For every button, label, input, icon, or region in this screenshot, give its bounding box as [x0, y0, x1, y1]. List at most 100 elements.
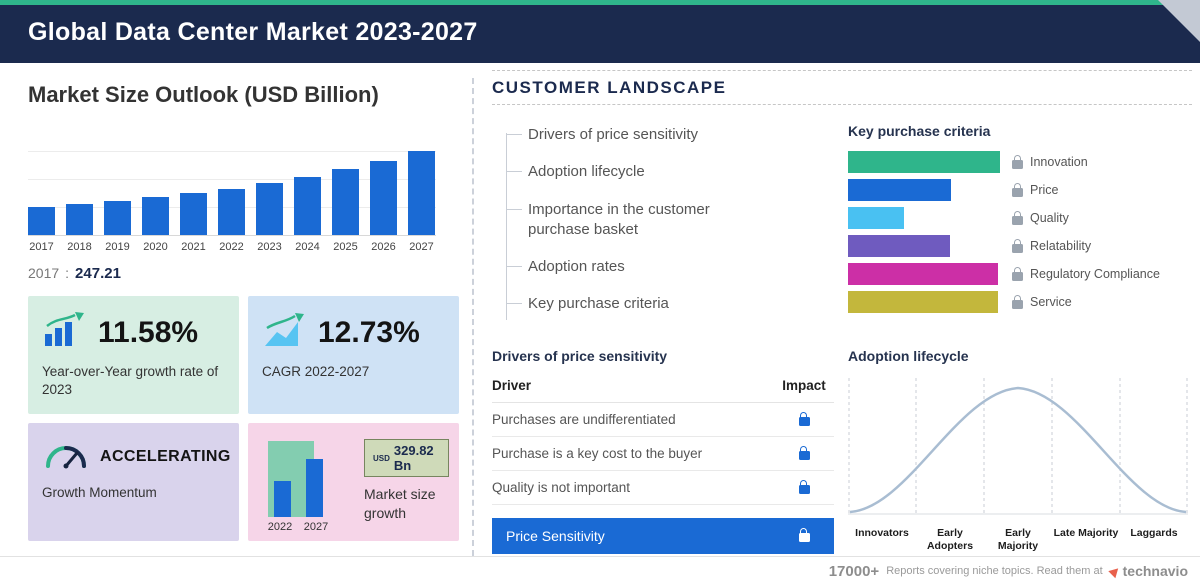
- cagr-label: CAGR 2022-2027: [262, 364, 370, 379]
- x-axis-year-label: 2022: [219, 241, 244, 253]
- footer-text: Reports covering niche topics. Read them…: [886, 565, 1103, 577]
- adoption-lifecycle-chart: [848, 374, 1188, 522]
- landscape-list-item: Adoption rates: [506, 257, 770, 277]
- market-size-bar: [294, 177, 321, 235]
- price-sensitivity-title: Drivers of price sensitivity: [492, 347, 668, 364]
- stat-cards: 11.58% Year-over-Year growth rate of 202…: [28, 296, 459, 541]
- customer-landscape-title: CUSTOMER LANDSCAPE: [492, 78, 727, 97]
- base-year-separator: :: [65, 265, 70, 281]
- market-bar-column: [294, 177, 321, 235]
- yoy-growth-value: 11.58%: [98, 315, 199, 349]
- price-sensitivity-highlight-label: Price Sensitivity: [506, 527, 605, 544]
- driver-label: Quality is not important: [492, 479, 631, 495]
- criteria-bar: [848, 179, 952, 201]
- growth-label: Market size growth: [364, 486, 436, 521]
- lock-icon: [1012, 154, 1023, 169]
- x-axis-year-label: 2020: [143, 241, 168, 253]
- end-year-label: 2027: [303, 521, 329, 533]
- x-axis-year-label: 2027: [409, 241, 434, 253]
- criteria-legend: Innovation Price Quality Relatability Regula…: [1012, 149, 1192, 319]
- yoy-growth-label: Year-over-Year growth rate of 2023: [42, 364, 219, 397]
- market-size-bar: [218, 189, 245, 235]
- x-axis-year-label: 2024: [295, 241, 320, 253]
- market-bar-column: [332, 169, 359, 235]
- lifecycle-stage-label: Early Majority: [997, 526, 1039, 552]
- market-bar-column: [66, 204, 93, 235]
- market-size-section: Market Size Outlook (USD Billion) 2017 20…: [28, 82, 459, 541]
- adoption-lifecycle-block: Adoption lifecycle Innovators Early Adopt…: [848, 348, 1192, 554]
- market-bar-column: [218, 189, 245, 235]
- end-year-bar: [306, 459, 323, 517]
- lock-icon: [1012, 294, 1023, 309]
- lock-icon: [1012, 266, 1023, 281]
- market-size-bar: [408, 151, 435, 235]
- legend-label: Regulatory Compliance: [1030, 267, 1160, 281]
- currency-label: USD: [373, 453, 390, 463]
- key-purchase-criteria-title: Key purchase criteria: [848, 123, 991, 139]
- customer-landscape-header: CUSTOMER LANDSCAPE: [492, 70, 1192, 105]
- market-size-bar: [104, 201, 131, 235]
- growth-amount: 329.82 Bn: [393, 443, 434, 473]
- market-size-bar: [28, 207, 55, 235]
- accent-top-strip: [0, 0, 1200, 5]
- x-axis-year-label: 2019: [105, 241, 130, 253]
- lifecycle-stage-axis: Innovators Early Adopters Early Majority La…: [848, 527, 1188, 553]
- corner-fold-decoration: [1158, 0, 1200, 42]
- x-axis-year-label: 2025: [333, 241, 358, 253]
- footer: 17000+ Reports covering niche topics. Re…: [0, 556, 1200, 585]
- key-purchase-criteria-block: Key purchase criteria Innovation Price Qua…: [848, 113, 1192, 332]
- reports-count: 17000+: [828, 562, 880, 580]
- market-growth-card: 2022 2027 USD 329.82 Bn Market size grow…: [248, 423, 459, 541]
- lifecycle-stage-label: Innovators: [855, 526, 909, 539]
- driver-column-header: Driver: [492, 377, 532, 393]
- landscape-list-item: Adoption lifecycle: [506, 162, 770, 182]
- technavio-wordmark: technavio: [1122, 563, 1188, 579]
- legend-label: Quality: [1030, 211, 1069, 225]
- lifecycle-stage-label: Laggards: [1130, 526, 1178, 539]
- x-axis-year-label: 2018: [67, 241, 92, 253]
- gauge-icon: [42, 439, 90, 474]
- landscape-topic-list: Drivers of price sensitivity Adoption lif…: [496, 125, 848, 332]
- momentum-label: Growth Momentum: [42, 485, 157, 500]
- unlock-icon: [798, 528, 810, 542]
- x-axis-year-label: 2017: [29, 241, 54, 253]
- criteria-bar: [848, 291, 999, 313]
- legend-label: Innovation: [1030, 155, 1088, 169]
- criteria-bar: [848, 235, 950, 257]
- drivers-table-header: Driver Impact: [492, 374, 834, 403]
- lock-icon: [1012, 210, 1023, 225]
- driver-label: Purchases are undifferentiated: [492, 411, 676, 427]
- start-year-bar: [274, 481, 291, 517]
- impact-cell: [774, 479, 834, 494]
- criteria-bar-chart: [848, 149, 1000, 319]
- legend-item: Price: [1012, 179, 1192, 201]
- landscape-list-item: Key purchase criteria: [506, 294, 770, 314]
- base-year-annotation: 2017:247.21: [28, 265, 458, 282]
- momentum-card: ACCELERATING Growth Momentum: [28, 423, 239, 541]
- market-size-bar-chart: [28, 124, 436, 236]
- legend-item: Innovation: [1012, 151, 1192, 173]
- landscape-list-item: Drivers of price sensitivity: [506, 125, 770, 145]
- market-size-bar: [66, 204, 93, 235]
- lock-icon: [1012, 182, 1023, 197]
- technavio-logo[interactable]: technavio: [1107, 563, 1188, 579]
- market-bar-column: [142, 197, 169, 235]
- criteria-bar: [848, 263, 999, 285]
- market-size-bar: [142, 197, 169, 235]
- lifecycle-stage-label: Early Adopters: [926, 526, 974, 552]
- adoption-lifecycle-title: Adoption lifecycle: [848, 347, 969, 364]
- legend-item: Regulatory Compliance: [1012, 263, 1192, 285]
- market-bar-column: [180, 193, 207, 235]
- legend-label: Service: [1030, 295, 1072, 309]
- growth-amount-badge: USD 329.82 Bn: [364, 439, 449, 477]
- market-size-x-axis: 2017 2018 2019 2020 2021 2022 2023 2024 2025 2026…: [28, 241, 436, 253]
- market-bar-column: [370, 161, 397, 235]
- legend-item: Service: [1012, 291, 1192, 313]
- momentum-value: ACCELERATING: [100, 447, 231, 465]
- market-size-bar: [180, 193, 207, 235]
- legend-item: Quality: [1012, 207, 1192, 229]
- legend-label: Price: [1030, 183, 1059, 197]
- lifecycle-stage-label: Late Majority: [1053, 526, 1119, 539]
- legend-label: Relatability: [1030, 239, 1092, 253]
- base-year-label: 2017: [28, 265, 60, 281]
